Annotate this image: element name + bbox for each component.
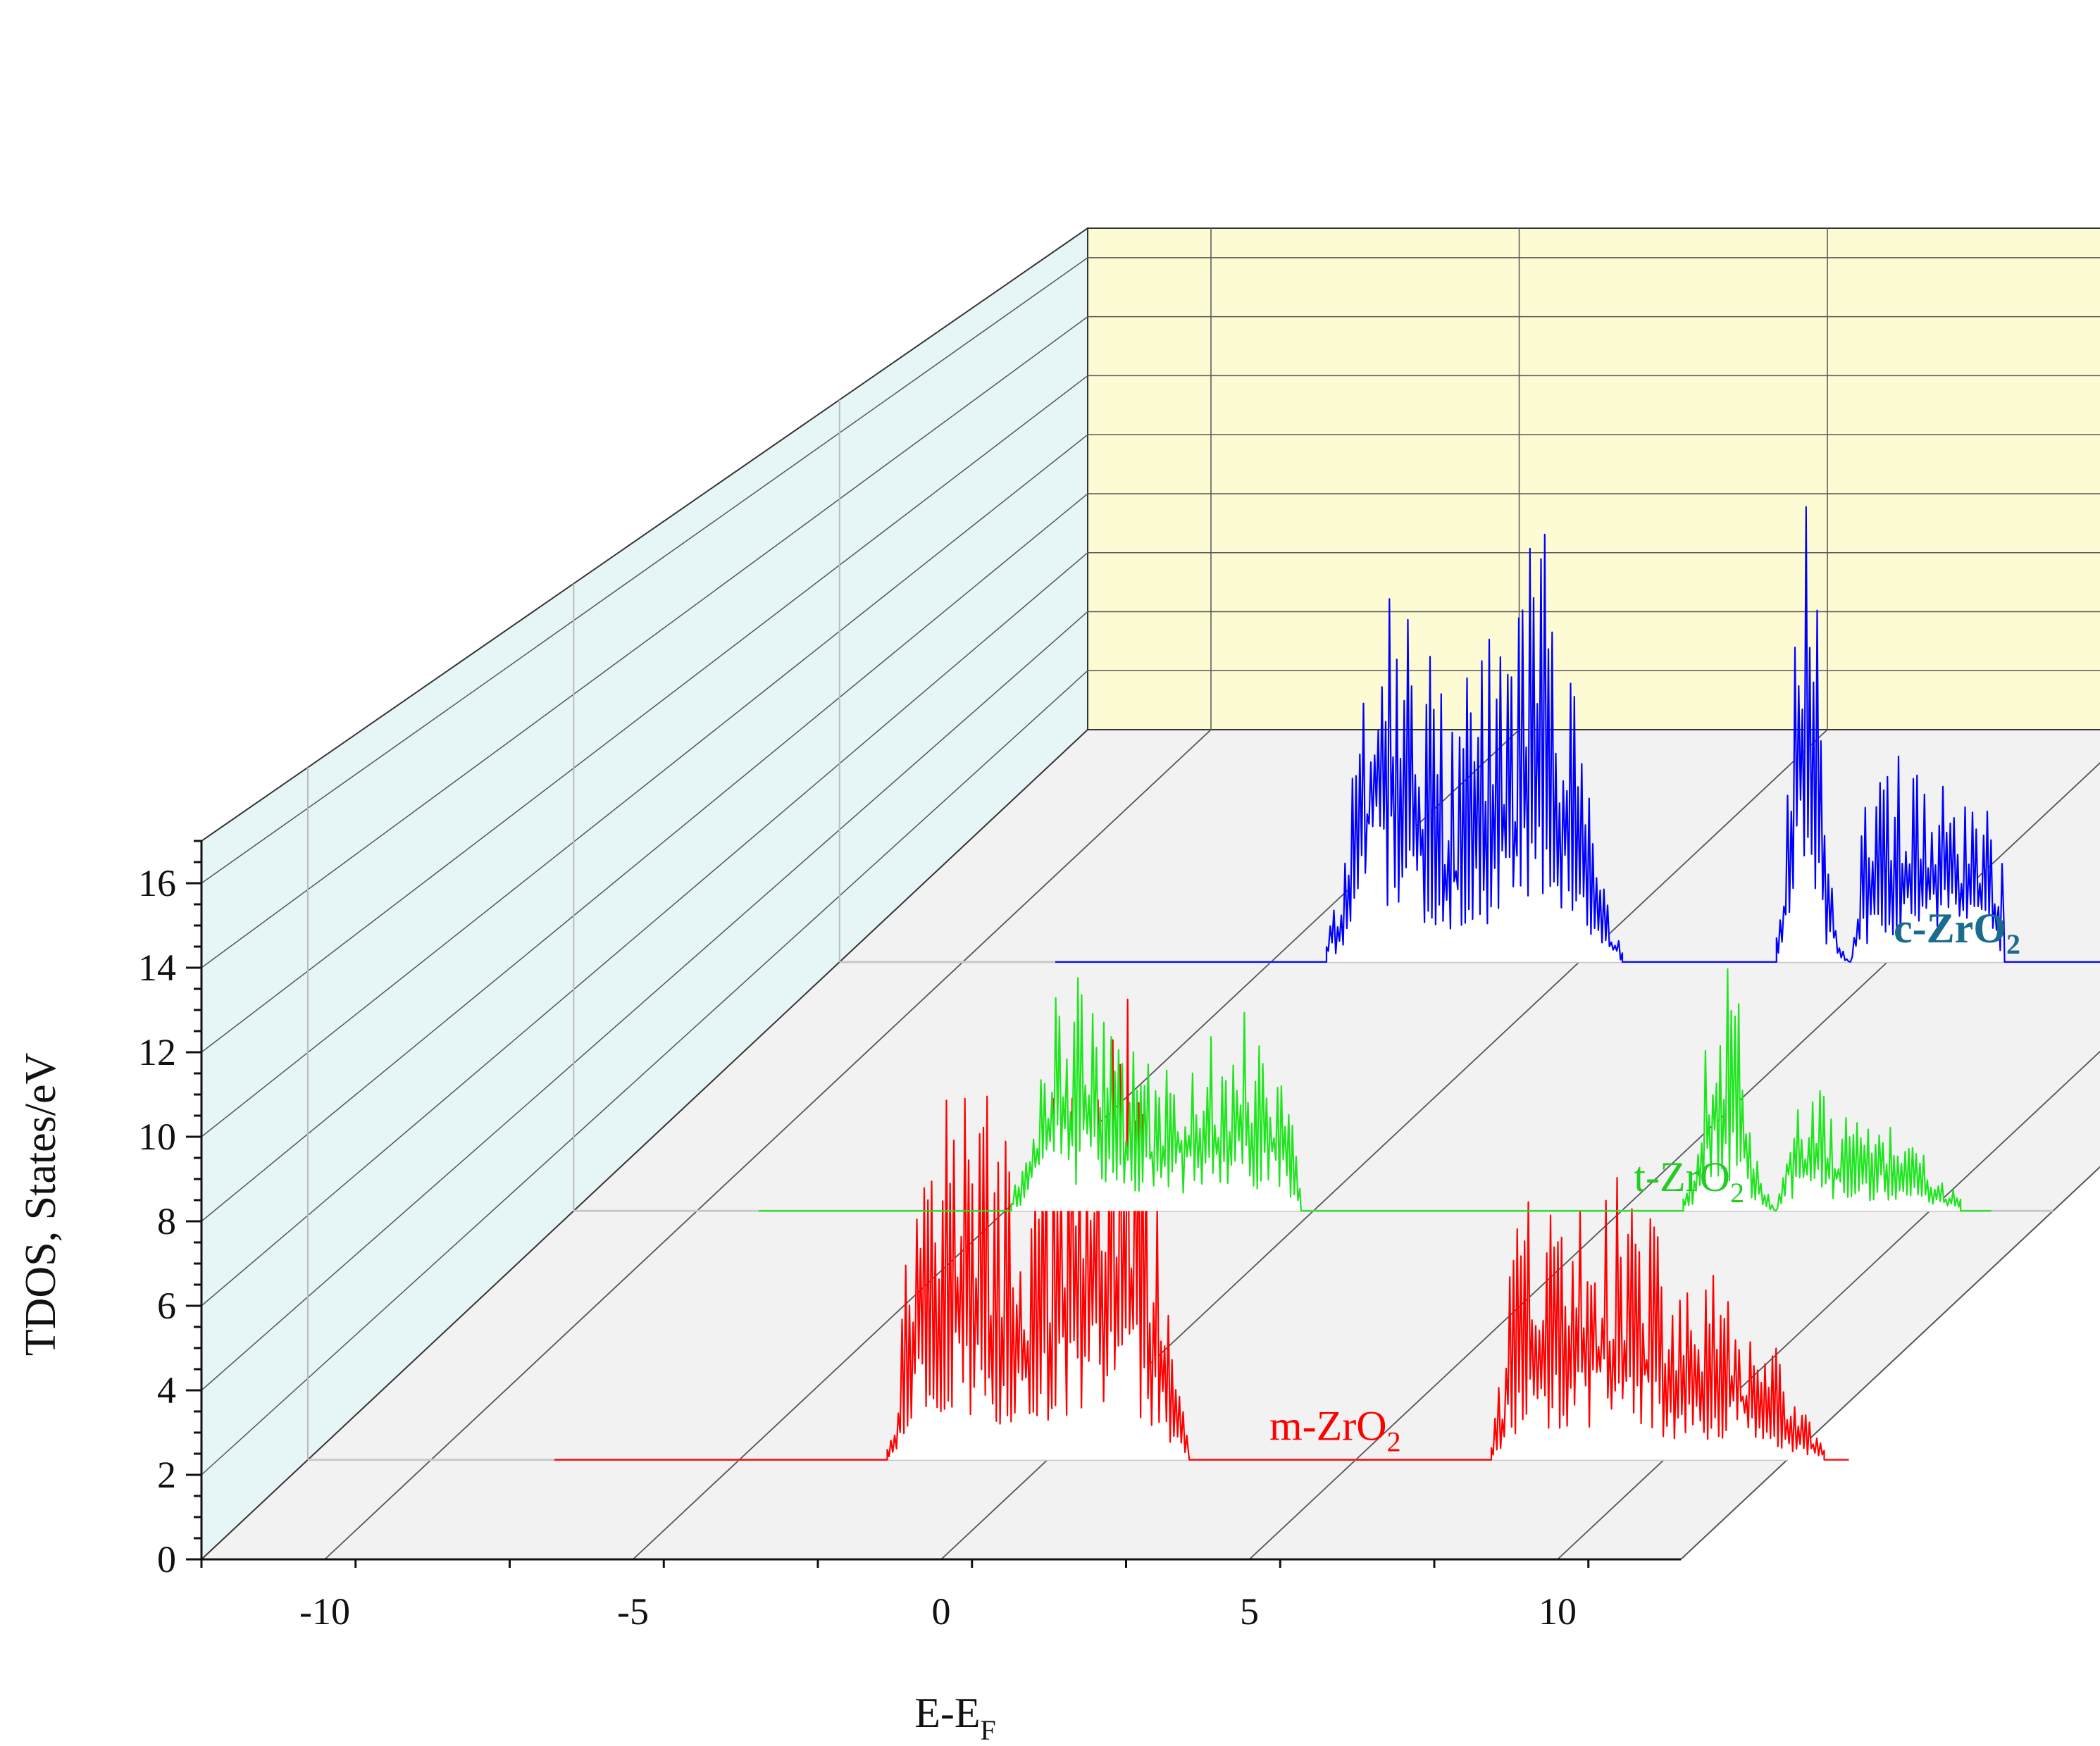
series-label-subscript: 2 <box>2006 928 2020 960</box>
x-tick-label: 10 <box>1539 1590 1577 1633</box>
y-tick-label: 14 <box>138 947 176 989</box>
x-axis-title-subscript: F <box>981 1714 996 1746</box>
side-wall-grid-line <box>201 611 1088 1391</box>
y-axis-title: TDOS, States/eV <box>17 1053 65 1357</box>
y-tick-label: 0 <box>157 1538 176 1580</box>
side-wall-grid-line <box>201 434 1088 1137</box>
y-tick-label: 12 <box>138 1031 176 1073</box>
side-wall-grid-line <box>201 493 1088 1222</box>
series-m-zro2 <box>554 998 1849 1461</box>
series-label-main: c-ZrO <box>1894 905 2006 952</box>
series-label-subscript: 2 <box>1730 1177 1744 1209</box>
y-tick-label: 6 <box>157 1285 176 1327</box>
x-axis-title-main: E-E <box>914 1690 980 1736</box>
series-label: t-ZrO2 <box>1634 1154 1744 1209</box>
floor-grid-line <box>324 729 1212 1560</box>
series-fill <box>758 968 1992 1211</box>
y-tick-label: 10 <box>138 1116 176 1158</box>
series-line <box>1055 506 2100 963</box>
x-tick-label: -10 <box>299 1590 350 1633</box>
chart-axes: -10 -5 0 5 10 0 2 4 6 8 10 12 14 16 E-EF TDOS, States/e… <box>17 840 1681 1746</box>
side-wall-grid-line <box>201 257 1088 884</box>
floor-edge <box>1680 1166 2100 1560</box>
side-wall-grid-line <box>201 670 1088 1476</box>
series-label-subscript: 2 <box>1387 1426 1401 1458</box>
chart-series <box>554 506 2100 1461</box>
x-tick-label: 0 <box>932 1590 951 1633</box>
series-label: c-ZrO2 <box>1894 905 2020 960</box>
y-tick-label: 2 <box>157 1454 176 1496</box>
back-wall <box>1087 227 2100 730</box>
side-wall-grid-line <box>201 552 1088 1307</box>
series-label-main: m-ZrO <box>1269 1403 1387 1449</box>
y-tick-label: 16 <box>138 862 176 904</box>
side-wall-grid-line <box>201 316 1088 968</box>
series-label-main: t-ZrO <box>1634 1154 1730 1200</box>
series-label: m-ZrO2 <box>1269 1403 1401 1458</box>
x-axis-title: E-EF <box>914 1690 996 1746</box>
series-line <box>554 998 1849 1461</box>
y-tick-label: 4 <box>157 1369 176 1411</box>
series-c-zro2 <box>1055 506 2100 963</box>
series-line <box>758 968 1992 1212</box>
side-wall-grid-line <box>201 375 1088 1053</box>
x-tick-label: 5 <box>1240 1590 1259 1633</box>
x-tick-label: -5 <box>617 1590 649 1633</box>
y-tick-label: 8 <box>157 1200 176 1242</box>
series-t-zro2 <box>758 968 1992 1212</box>
